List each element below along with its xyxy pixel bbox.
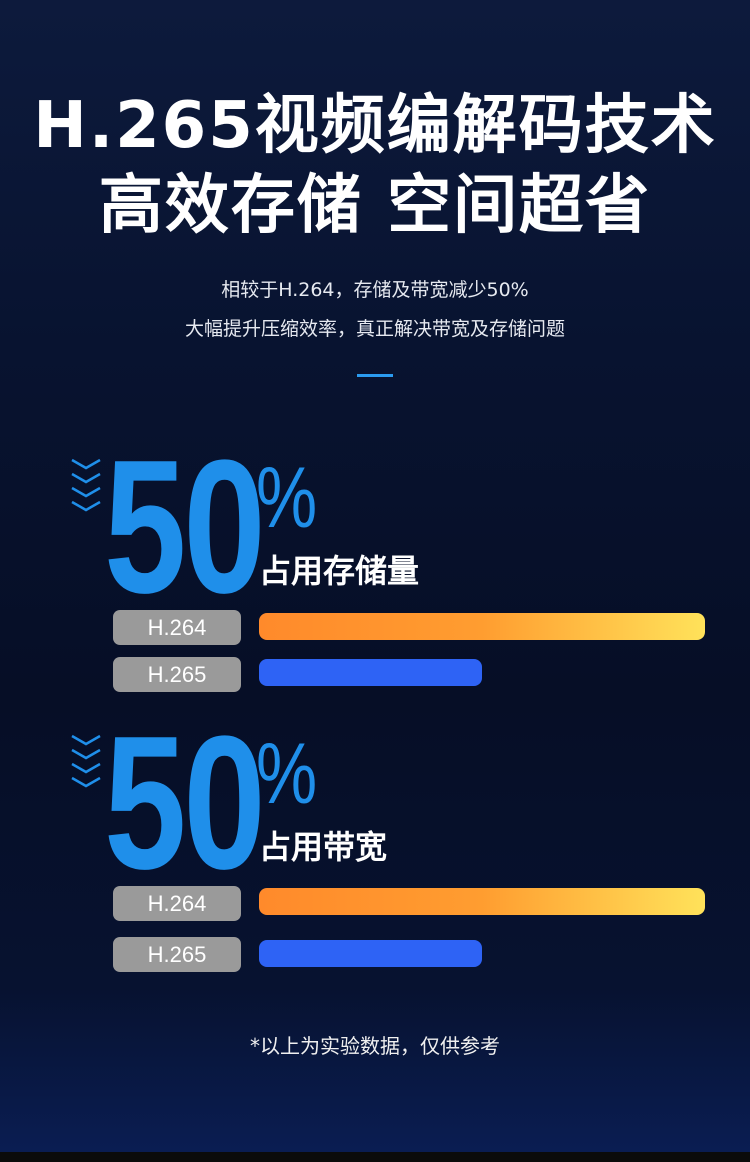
percent-value: 50 (104, 697, 266, 909)
codec-label-pill: H.264 (113, 610, 241, 645)
percent-unit: % (256, 726, 318, 822)
metric-label: 占用存储量 (259, 552, 420, 590)
bottom-strip (0, 1152, 750, 1162)
h264-bar (259, 613, 705, 640)
codec-label-pill: H.264 (113, 886, 241, 921)
accent-divider (357, 374, 393, 377)
codec-label-pill: H.265 (113, 937, 241, 972)
subtitle-line2: 大幅提升压缩效率，真正解决带宽及存储问题 (184, 318, 565, 340)
subtitle-line1: 相较于H.264，存储及带宽减少50% (221, 279, 529, 301)
h265-bar (259, 940, 482, 967)
footnote: *以上为实验数据，仅供参考 (250, 1034, 500, 1058)
h264-bar (259, 888, 705, 915)
chevrons-down-icon (70, 732, 102, 792)
percent-unit: % (256, 450, 318, 546)
codec-label-pill: H.265 (113, 657, 241, 692)
h265-bar (259, 659, 482, 686)
headline-line1: H.265视频编解码技术 (33, 89, 717, 163)
headline-line2: 高效存储 空间超省 (98, 169, 652, 243)
chevrons-down-icon (70, 456, 102, 516)
metric-label: 占用带宽 (259, 828, 388, 866)
percent-value: 50 (104, 421, 266, 633)
